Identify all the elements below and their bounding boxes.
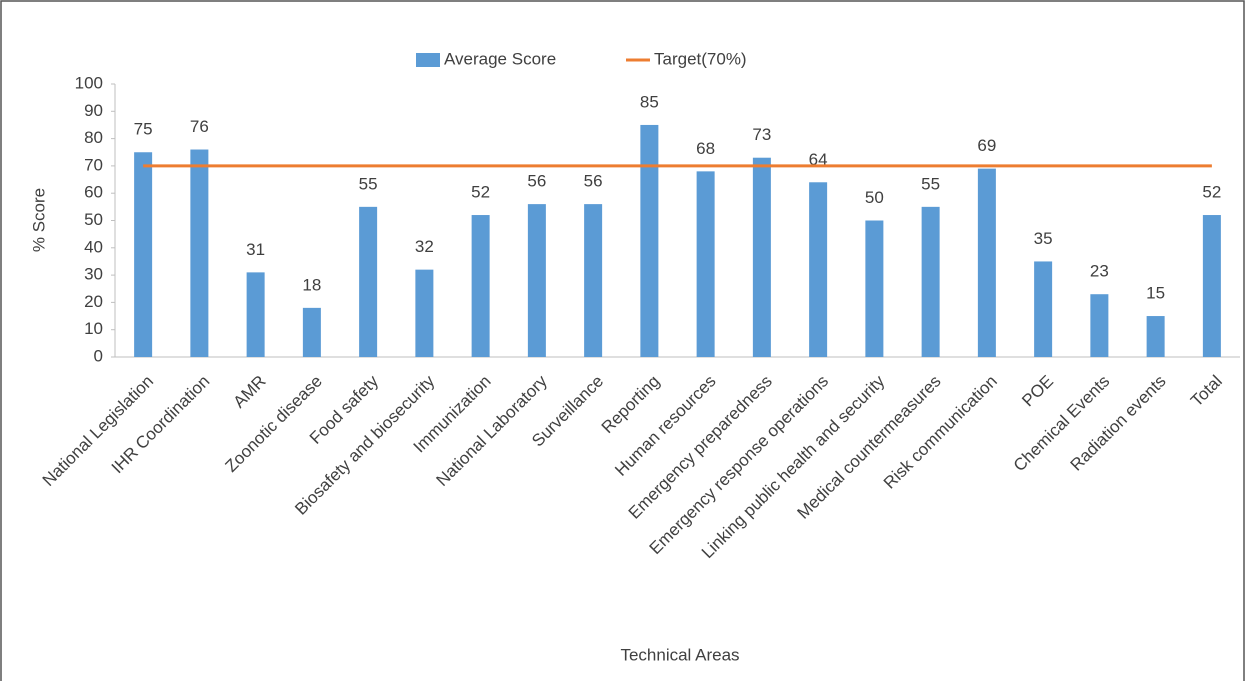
bar <box>359 206 378 357</box>
data-label: 31 <box>246 240 265 259</box>
data-label: 23 <box>1090 262 1109 281</box>
legend-label: Average Score <box>444 49 556 68</box>
y-tick-label: 30 <box>84 265 103 284</box>
bar <box>302 307 321 357</box>
y-tick-label: 100 <box>75 73 103 92</box>
bar <box>1146 316 1165 357</box>
x-tick-label: Human resources <box>611 372 719 480</box>
bar <box>752 157 771 357</box>
bar <box>134 152 153 357</box>
bar <box>865 220 884 357</box>
data-label: 18 <box>302 275 321 294</box>
y-tick-label: 90 <box>84 101 103 120</box>
y-tick-label: 0 <box>94 346 103 365</box>
y-tick-label: 10 <box>84 319 103 338</box>
y-tick-label: 60 <box>84 183 103 202</box>
bar <box>1202 215 1221 357</box>
x-tick-label: Total <box>1187 372 1226 411</box>
legend-label: Target(70%) <box>654 49 747 68</box>
data-label: 55 <box>359 174 378 193</box>
y-tick-label: 70 <box>84 155 103 174</box>
bar <box>1034 261 1053 357</box>
bar <box>415 269 434 357</box>
data-label: 64 <box>809 150 828 169</box>
x-tick-label: Chemical Events <box>1010 372 1114 476</box>
x-tick-label: Zoonotic disease <box>222 372 326 476</box>
data-label: 73 <box>752 125 771 144</box>
y-tick-label: 50 <box>84 210 103 229</box>
data-label: 85 <box>640 92 659 111</box>
x-tick-label: Radiation events <box>1067 372 1170 475</box>
bar <box>584 204 603 357</box>
x-tick-label: IHR Coordination <box>108 372 214 478</box>
data-label: 56 <box>584 172 603 191</box>
data-label: 50 <box>865 188 884 207</box>
data-label: 68 <box>696 139 715 158</box>
data-label: 56 <box>527 172 546 191</box>
y-tick-label: 20 <box>84 292 103 311</box>
bar <box>1090 294 1109 357</box>
data-label: 76 <box>190 117 209 136</box>
y-tick-label: 80 <box>84 128 103 147</box>
bar <box>471 215 490 357</box>
bar <box>640 124 659 357</box>
bar <box>809 182 828 357</box>
legend-swatch <box>416 53 440 67</box>
bar <box>246 272 265 357</box>
data-label: 75 <box>134 120 153 139</box>
x-tick-label: Risk communication <box>880 372 1001 493</box>
data-label: 32 <box>415 237 434 256</box>
data-label: 15 <box>1146 284 1165 303</box>
bar <box>696 171 715 357</box>
bar <box>190 149 209 357</box>
y-axis-label: % Score <box>29 188 48 252</box>
bar <box>921 206 940 357</box>
bar <box>977 168 996 357</box>
data-label: 55 <box>921 174 940 193</box>
y-tick-label: 40 <box>84 237 103 256</box>
data-label: 69 <box>977 136 996 155</box>
bar <box>527 204 546 357</box>
x-tick-label: AMR <box>229 372 269 412</box>
data-label: 35 <box>1034 229 1053 248</box>
x-tick-label: POE <box>1018 372 1057 411</box>
x-axis-label: Technical Areas <box>620 645 739 664</box>
data-label: 52 <box>471 183 490 202</box>
data-label: 52 <box>1202 183 1221 202</box>
